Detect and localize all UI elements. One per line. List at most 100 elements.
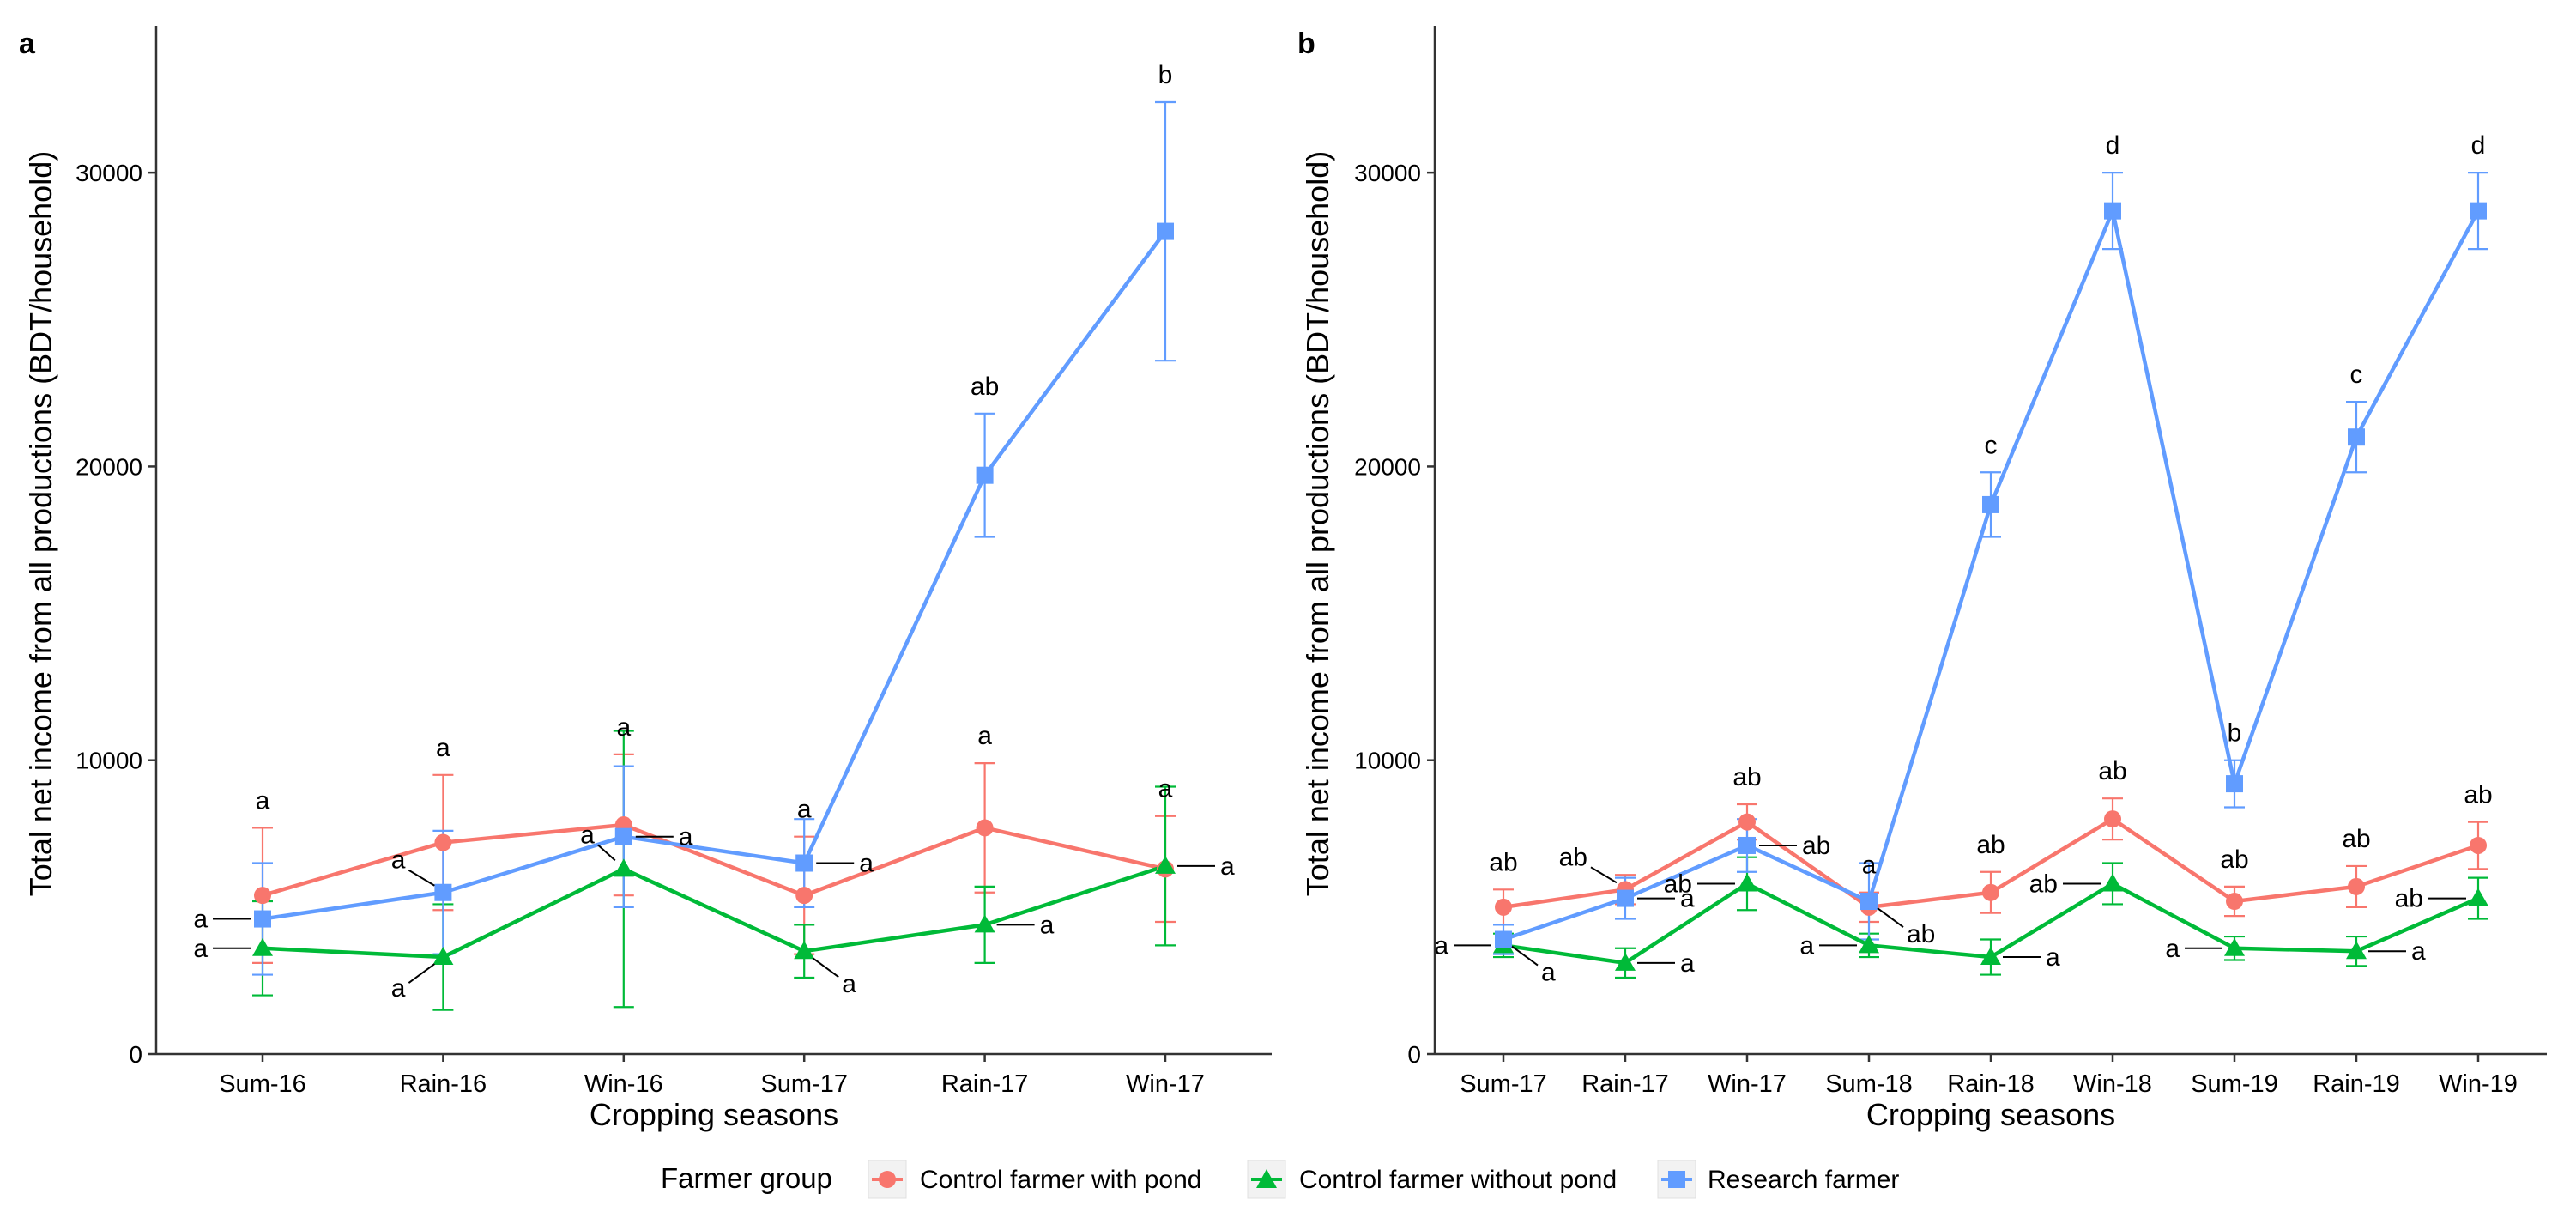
significance-letter: a — [1434, 931, 1448, 960]
significance-letter: ab — [1802, 832, 1830, 860]
letter-leader-line — [812, 957, 839, 979]
data-point — [2226, 893, 2243, 911]
significance-letter: a — [1158, 775, 1173, 803]
significance-letter: a — [2046, 943, 2060, 972]
data-point — [613, 858, 634, 877]
letter-leader-line — [1511, 945, 1539, 967]
data-point — [974, 914, 995, 933]
panel-a-y-tick-label: 10000 — [76, 748, 142, 774]
data-point — [2348, 428, 2365, 446]
panel-a-plot-area: 0 10000 20000 30000 Sum-16 Rain-16 Win-16 Sum-1… — [76, 26, 1272, 1098]
significance-letter: a — [2411, 937, 2426, 966]
significance-letter: ab — [2395, 885, 2423, 913]
significance-letter: ab — [1976, 831, 2005, 859]
series-line-control-farmer-with-pond — [262, 822, 1166, 898]
significance-letter: ab — [1907, 920, 1935, 948]
data-point — [614, 827, 632, 845]
data-point — [1982, 883, 1999, 901]
letter-leader-line — [1877, 907, 1904, 928]
data-point — [1860, 893, 1878, 911]
significance-letter: ab — [1664, 870, 1692, 898]
panel-a-x-axis-title: Cropping seasons — [590, 1097, 838, 1132]
legend: Farmer group Control farmer with pond Co… — [661, 1160, 1899, 1199]
series-line-control-farmer-without-pond — [262, 864, 1166, 960]
significance-letter: d — [2106, 131, 2120, 160]
significance-letter: a — [391, 974, 406, 1003]
data-point — [1495, 930, 1512, 948]
data-point — [1157, 222, 1174, 240]
panel-a-x-tick-label: Rain-16 — [400, 1070, 487, 1098]
data-point — [252, 937, 273, 956]
data-point — [432, 947, 454, 966]
data-point — [1615, 952, 1636, 971]
letter-leader-line — [408, 869, 435, 887]
significance-letter: ab — [2342, 825, 2370, 853]
panel-b-label: b — [1297, 27, 1315, 60]
panel-b-x-tick-label: Sum-18 — [1825, 1070, 1913, 1098]
panel-b-x-tick-label: Sum-17 — [1460, 1070, 1547, 1098]
data-point — [1495, 898, 1512, 916]
panel-b-x-tick-label: Win-17 — [1708, 1070, 1787, 1098]
significance-letter: a — [616, 713, 631, 742]
data-point — [254, 887, 271, 905]
data-point — [976, 466, 994, 484]
significance-letter: a — [193, 906, 208, 934]
significance-letter: c — [2350, 361, 2363, 389]
data-point — [1738, 836, 1756, 854]
data-point — [2470, 202, 2487, 220]
significance-letter: a — [859, 850, 874, 878]
data-point — [1859, 935, 1879, 954]
legend-item-control-with-pond: Control farmer with pond — [868, 1160, 1201, 1199]
data-point — [2104, 202, 2121, 220]
significance-letter: a — [977, 722, 992, 750]
significance-letter: a — [679, 823, 693, 851]
panel-b-y-tick-label: 20000 — [1354, 453, 1421, 480]
panel-a-y-tick-label: 0 — [129, 1041, 142, 1068]
significance-letter: d — [2471, 131, 2486, 160]
legend-title: Farmer group — [661, 1162, 832, 1194]
significance-letter: ab — [1559, 843, 1587, 871]
significance-letter: a — [1680, 885, 1695, 913]
significance-letter: ab — [1489, 848, 1517, 876]
data-point — [254, 910, 271, 928]
legend-square-icon — [1668, 1171, 1685, 1188]
panel-b-x-tick-label: Sum-19 — [2191, 1070, 2278, 1098]
panel-b-y-tick-label: 0 — [1407, 1041, 1421, 1068]
significance-letter: a — [1220, 852, 1235, 881]
data-point — [976, 819, 994, 837]
panel-a-y-tick-label: 30000 — [76, 160, 142, 186]
significance-letter: a — [436, 734, 450, 762]
significance-letter: a — [580, 821, 595, 849]
significance-letter: ab — [2029, 870, 2058, 898]
panel-a-x-tick-label: Rain-17 — [941, 1070, 1029, 1098]
data-point — [2346, 941, 2367, 960]
panel-a-x-tick-label: Win-17 — [1126, 1070, 1205, 1098]
data-point — [795, 887, 813, 905]
letter-leader-line — [1590, 866, 1618, 884]
significance-letter: a — [842, 970, 856, 998]
significance-letter: a — [1680, 949, 1695, 978]
data-point — [2226, 775, 2243, 793]
data-point — [1980, 947, 2001, 966]
panel-a-chart: a 0 10000 20000 30000 Sum-16 Rain-16 Win-16 Sum… — [19, 26, 1272, 1132]
legend-label-research-farmer: Research farmer — [1708, 1166, 1899, 1194]
data-point — [2468, 888, 2488, 906]
panel-b-plot-area: 0 10000 20000 30000 Sum-17 Rain-17 Win-17 Sum-1… — [1354, 26, 2547, 1098]
data-point — [434, 883, 452, 901]
data-point — [2470, 836, 2487, 854]
significance-letter: b — [1158, 61, 1173, 89]
legend-item-research-farmer: Research farmer — [1657, 1160, 1899, 1199]
letter-leader-line — [597, 844, 616, 862]
data-point — [2348, 877, 2365, 895]
series-line-research-farmer — [262, 230, 1167, 921]
significance-letter: a — [1862, 851, 1877, 880]
significance-letter: a — [797, 796, 812, 824]
significance-letter: b — [2228, 719, 2242, 748]
data-point — [1738, 813, 1756, 831]
significance-letter: ab — [2220, 845, 2248, 874]
panel-a-y-tick-label: 20000 — [76, 453, 142, 480]
legend-label-control-with-pond: Control farmer with pond — [920, 1166, 1201, 1194]
panel-a-x-tick-label: Sum-17 — [760, 1070, 848, 1098]
significance-letter: a — [193, 935, 208, 963]
